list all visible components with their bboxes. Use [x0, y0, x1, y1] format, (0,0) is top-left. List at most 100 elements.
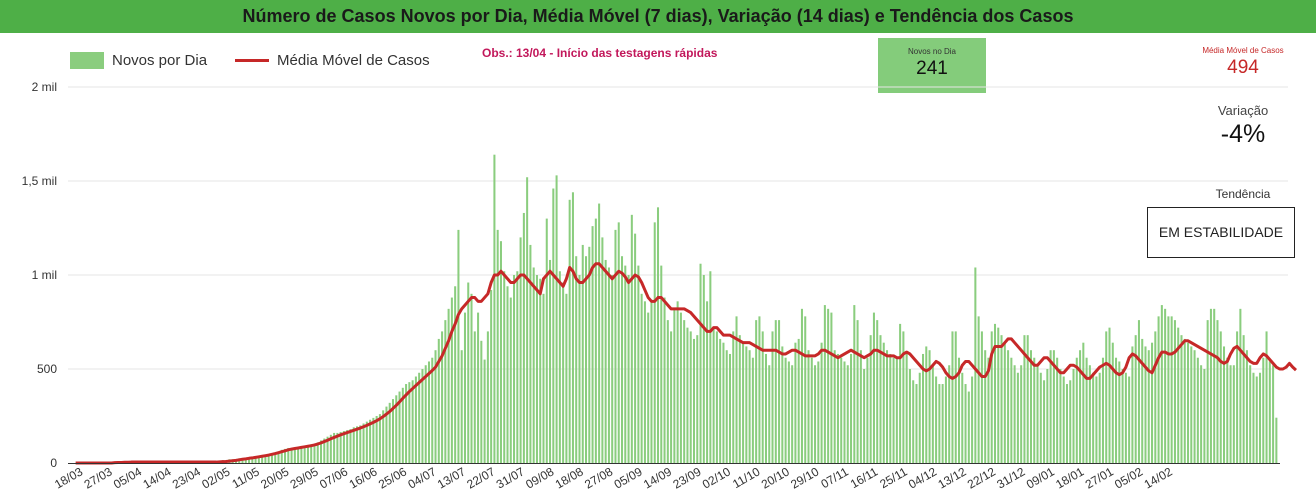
bar [323, 438, 326, 463]
bar [1118, 361, 1121, 463]
bar [830, 312, 833, 463]
bar [1154, 331, 1157, 463]
bar [689, 331, 692, 463]
bar [1206, 320, 1209, 463]
bar [977, 316, 980, 463]
bar [414, 376, 417, 463]
bar [709, 271, 712, 463]
bar [656, 207, 660, 463]
bar [1062, 376, 1065, 463]
bar [859, 350, 862, 463]
bar [1121, 369, 1124, 463]
kpi-variacao: Variação -4% [1170, 103, 1316, 149]
bar [1098, 372, 1101, 463]
bar [1236, 331, 1239, 463]
bar [441, 331, 444, 463]
bar [598, 203, 601, 463]
bar [401, 387, 404, 463]
bar [499, 241, 502, 463]
bar [1049, 350, 1052, 463]
bar [742, 342, 745, 463]
bar [277, 451, 280, 463]
bar [1160, 305, 1163, 463]
bar [355, 426, 359, 463]
bar [303, 446, 306, 463]
bar [1026, 335, 1029, 463]
bar [457, 229, 460, 463]
bar [1072, 369, 1075, 463]
bar [588, 246, 591, 463]
x-tick-label: 09/01 [1024, 464, 1057, 491]
bar [490, 290, 493, 463]
bar [529, 244, 532, 463]
bar [771, 331, 774, 463]
bar [1013, 365, 1016, 463]
bar [866, 357, 869, 463]
bar [316, 442, 319, 463]
bar [359, 425, 362, 463]
bar [1095, 376, 1098, 463]
bar [987, 357, 990, 463]
x-tick-label: 29/10 [788, 464, 821, 491]
bar [421, 369, 424, 463]
bar [300, 446, 303, 463]
y-tick-label: 2 mil [32, 80, 57, 94]
bar [634, 233, 637, 463]
bar [1245, 350, 1248, 463]
bar [310, 444, 313, 463]
bar [513, 275, 516, 463]
bar [1131, 346, 1134, 463]
bar [728, 353, 731, 463]
bar [1209, 308, 1212, 463]
bar [1141, 338, 1144, 463]
kpi-tendencia-value: EM ESTABILIDADE [1147, 207, 1295, 258]
bar [781, 346, 784, 463]
bar [944, 376, 947, 463]
bar [647, 312, 650, 463]
x-tick-label: 14/09 [641, 464, 674, 491]
x-tick-label: 27/03 [82, 464, 115, 491]
bar [948, 365, 951, 463]
bar [938, 384, 941, 463]
bar [558, 271, 561, 463]
bar [715, 331, 718, 463]
bar [594, 218, 597, 463]
bar [362, 423, 365, 463]
bar [774, 320, 777, 463]
x-tick-label: 22/12 [965, 464, 998, 491]
bar [621, 256, 624, 463]
bar [349, 429, 352, 463]
bar [1239, 308, 1242, 463]
x-tick-label: 13/12 [936, 464, 969, 491]
bar [922, 353, 925, 463]
bar [313, 444, 316, 463]
bar [506, 286, 509, 463]
bar [755, 320, 758, 463]
x-tick-label: 02/05 [199, 464, 232, 491]
bar [846, 365, 849, 463]
bar [339, 431, 342, 463]
bar [1137, 320, 1140, 463]
bar [336, 432, 339, 463]
x-tick-label: 25/06 [376, 464, 409, 491]
bar [692, 338, 696, 463]
bar [984, 350, 987, 463]
bar [843, 361, 846, 463]
bar [509, 297, 512, 463]
bar [879, 335, 882, 463]
bar [1177, 327, 1180, 463]
x-tick-label: 20/05 [258, 464, 291, 491]
bar [542, 293, 545, 463]
bar [549, 259, 552, 463]
x-tick-label: 31/07 [494, 464, 527, 491]
bar [902, 331, 905, 463]
bar [882, 342, 885, 463]
bar [660, 265, 663, 463]
kpi-novos-no-dia-value: 241 [916, 58, 948, 79]
bar [1229, 365, 1232, 463]
bar [1242, 335, 1245, 463]
bar [261, 455, 264, 463]
bar [329, 434, 332, 463]
bar [1124, 372, 1127, 463]
bar [712, 327, 715, 463]
